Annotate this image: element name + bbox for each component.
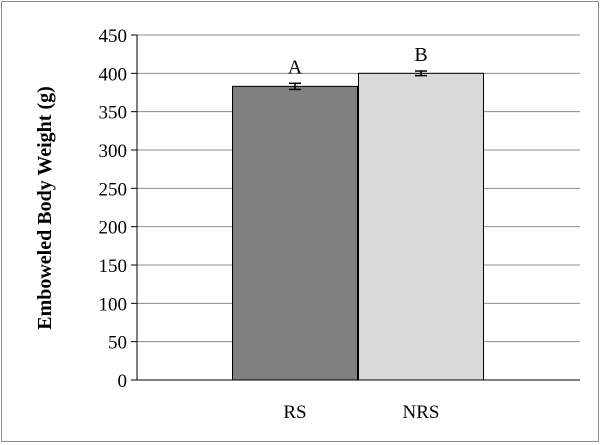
x-tick-label-rs: RS — [283, 402, 306, 423]
y-tick-label: 250 — [99, 179, 128, 200]
x-tick-label-nrs: NRS — [403, 402, 440, 423]
y-tick-label: 200 — [99, 218, 128, 239]
significance-label: A — [288, 56, 303, 78]
y-tick-label: 100 — [99, 294, 128, 315]
y-tick-labels: 0 50 100 150 200 250 300 350 400 450 — [99, 26, 128, 392]
significance-label: B — [414, 44, 427, 66]
y-tick-label: 400 — [99, 64, 128, 85]
y-tick-label: 300 — [99, 141, 128, 162]
bars — [232, 72, 484, 381]
significance-labels: AB — [288, 44, 428, 78]
y-axis-label: Emboweled Body Weight (g) — [34, 86, 56, 330]
x-tick-labels: RS NRS — [283, 402, 439, 423]
error-bars — [289, 70, 427, 91]
axes — [131, 34, 580, 381]
bar-nrs — [358, 72, 484, 381]
y-tick-label: 350 — [99, 103, 128, 124]
bar-rs — [232, 85, 358, 381]
y-tick-label: 50 — [108, 333, 127, 354]
y-tick-label: 0 — [118, 371, 128, 392]
y-tick-label: 150 — [99, 256, 128, 277]
y-tick-label: 450 — [99, 26, 128, 47]
